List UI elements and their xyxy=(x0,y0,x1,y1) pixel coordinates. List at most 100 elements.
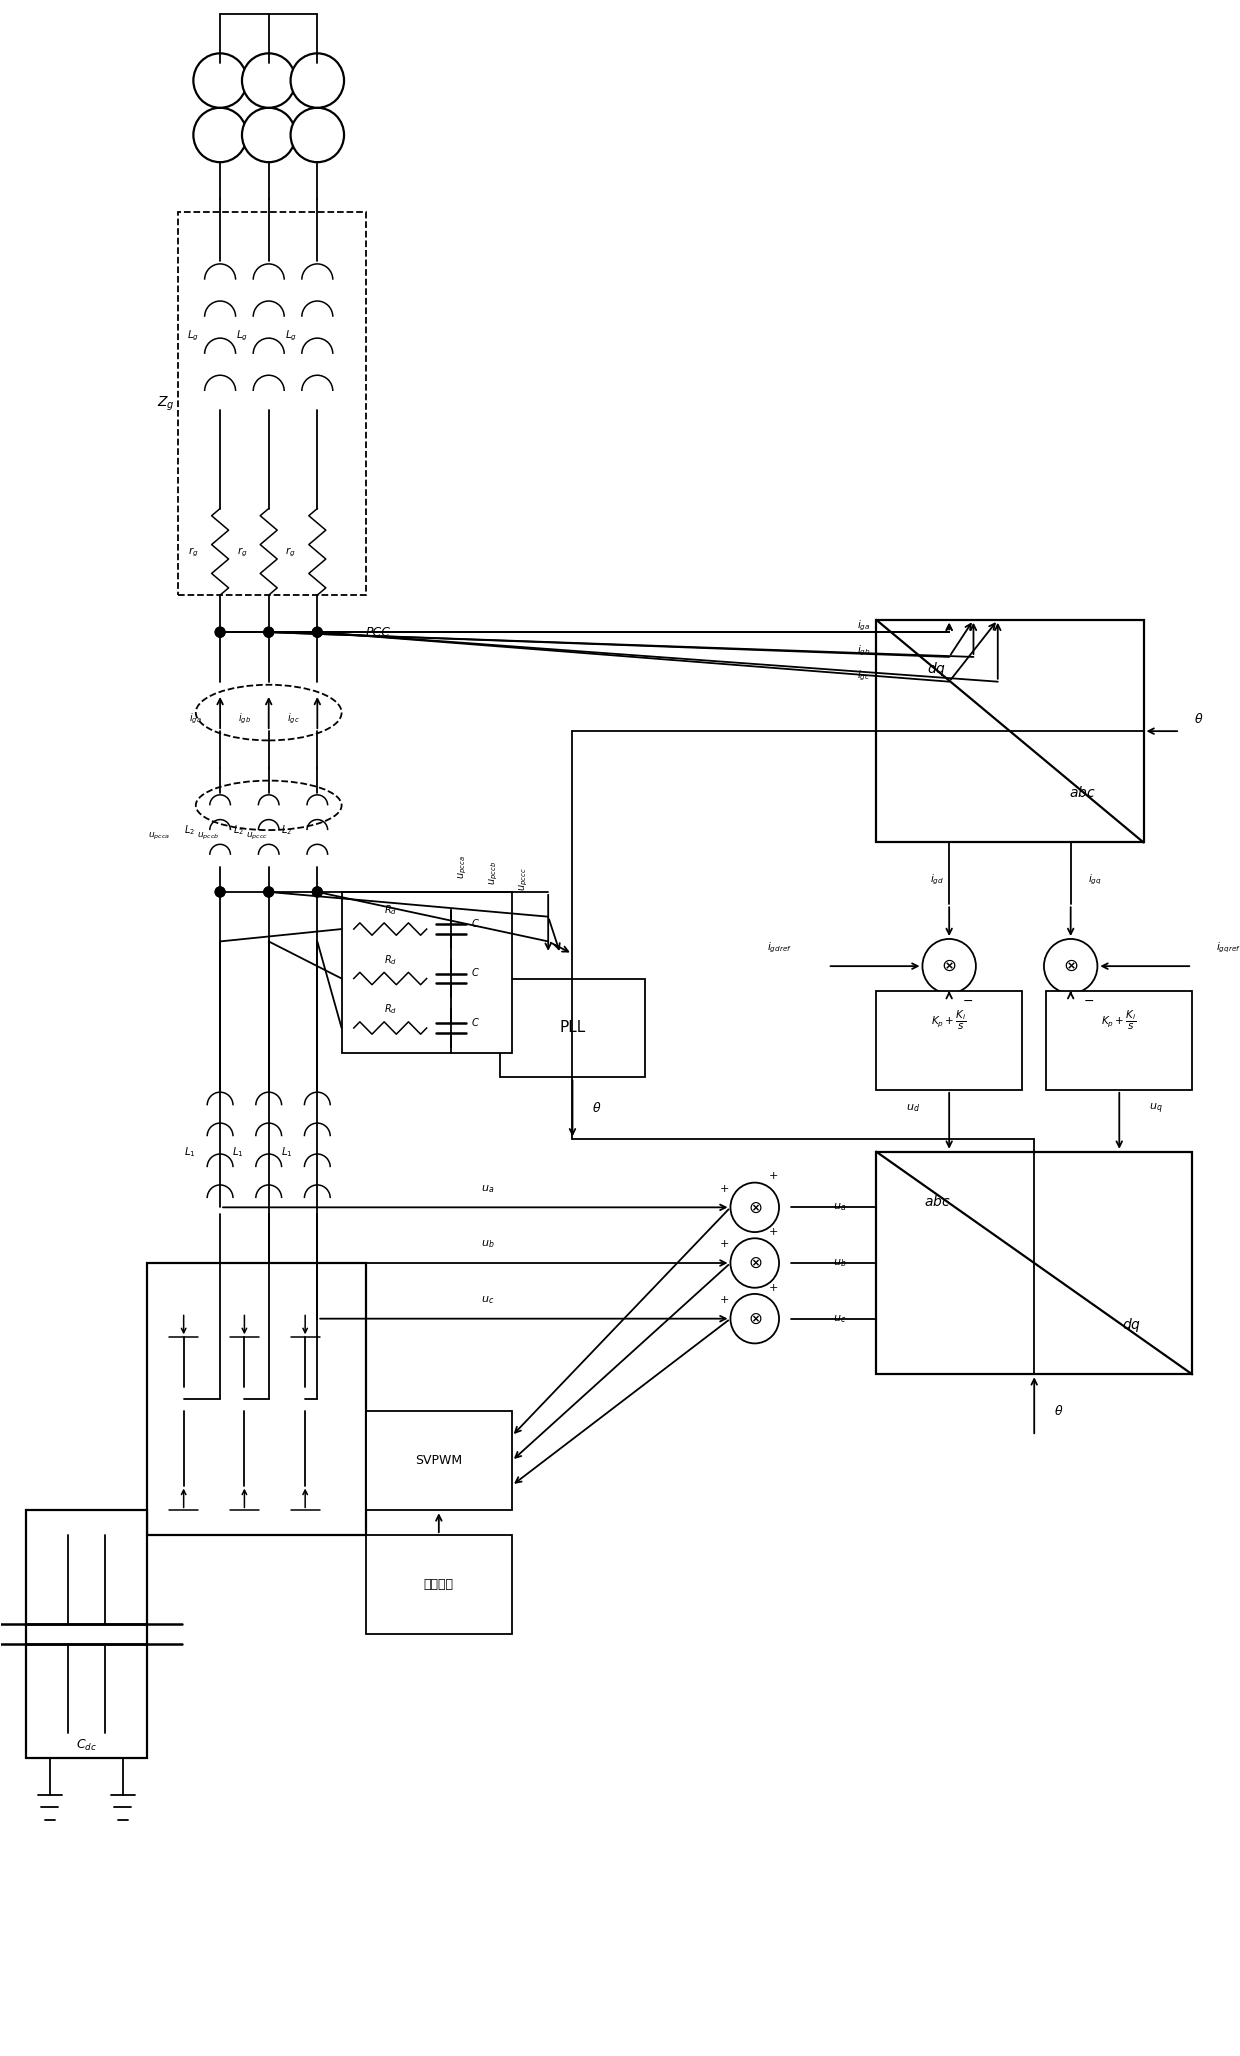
Text: $C$: $C$ xyxy=(471,966,480,979)
Text: $i_{gb}$: $i_{gb}$ xyxy=(238,711,250,726)
Text: $i_{gc}$: $i_{gc}$ xyxy=(857,668,870,683)
Bar xyxy=(366,1536,512,1635)
Text: $r_g$: $r_g$ xyxy=(188,545,198,559)
Text: $r_g$: $r_g$ xyxy=(285,545,296,559)
Circle shape xyxy=(193,53,247,107)
Text: $\otimes$: $\otimes$ xyxy=(941,958,957,975)
Text: $u_a$: $u_a$ xyxy=(481,1182,494,1195)
Text: $L_g$: $L_g$ xyxy=(284,329,296,343)
Circle shape xyxy=(216,886,224,896)
Circle shape xyxy=(264,627,274,637)
Text: $dq$: $dq$ xyxy=(928,660,946,678)
Text: +: + xyxy=(719,1295,729,1306)
Circle shape xyxy=(242,107,295,162)
Text: $K_p+\dfrac{K_i}{s}$: $K_p+\dfrac{K_i}{s}$ xyxy=(1101,1009,1137,1032)
Bar xyxy=(877,1151,1192,1373)
Ellipse shape xyxy=(196,685,341,740)
Bar xyxy=(877,619,1143,843)
Bar xyxy=(500,979,645,1077)
Circle shape xyxy=(312,627,322,637)
Text: $u_{pccc}$: $u_{pccc}$ xyxy=(246,831,268,841)
Circle shape xyxy=(216,886,224,896)
Text: $dq$: $dq$ xyxy=(1122,1316,1141,1334)
Text: $u_a$: $u_a$ xyxy=(833,1201,847,1213)
Text: $i_{gdref}$: $i_{gdref}$ xyxy=(766,940,791,954)
Text: PLL: PLL xyxy=(559,1020,585,1036)
Text: $\otimes$: $\otimes$ xyxy=(748,1199,763,1217)
Circle shape xyxy=(242,53,295,107)
Bar xyxy=(26,1511,148,1758)
Text: $u_c$: $u_c$ xyxy=(481,1293,494,1306)
Text: $\theta$: $\theta$ xyxy=(1054,1404,1063,1419)
Text: $C$: $C$ xyxy=(471,1016,480,1028)
Circle shape xyxy=(264,886,274,896)
Bar xyxy=(1047,991,1192,1090)
Text: $L_2$: $L_2$ xyxy=(281,822,293,837)
Text: $u_{pccb}$: $u_{pccb}$ xyxy=(197,831,219,841)
Text: $-$: $-$ xyxy=(962,995,973,1007)
Circle shape xyxy=(923,940,976,993)
Bar xyxy=(366,1410,512,1511)
Bar xyxy=(341,892,512,1053)
Text: $u_{pcca}$: $u_{pcca}$ xyxy=(149,831,170,841)
Circle shape xyxy=(193,107,247,162)
Text: $i_{gc}$: $i_{gc}$ xyxy=(286,711,299,726)
Text: $L_1$: $L_1$ xyxy=(281,1145,293,1160)
Text: PCC: PCC xyxy=(366,625,391,639)
Circle shape xyxy=(312,627,322,637)
Text: +: + xyxy=(769,1172,777,1182)
Text: $L_g$: $L_g$ xyxy=(187,329,200,343)
Text: $K_p+\dfrac{K_i}{s}$: $K_p+\dfrac{K_i}{s}$ xyxy=(931,1009,967,1032)
Text: $L_2$: $L_2$ xyxy=(233,822,244,837)
Text: $u_b$: $u_b$ xyxy=(833,1256,847,1269)
Text: $\otimes$: $\otimes$ xyxy=(748,1310,763,1328)
Text: SVPWM: SVPWM xyxy=(415,1454,463,1468)
Text: $i_{gb}$: $i_{gb}$ xyxy=(857,644,870,658)
Circle shape xyxy=(264,627,274,637)
Circle shape xyxy=(264,886,274,896)
Text: $Z_g$: $Z_g$ xyxy=(156,395,175,413)
Circle shape xyxy=(290,107,343,162)
Text: $u_{pccb}$: $u_{pccb}$ xyxy=(487,861,500,886)
Text: $R_d$: $R_d$ xyxy=(383,1003,397,1016)
Text: $L_2$: $L_2$ xyxy=(185,822,195,837)
Text: +: + xyxy=(769,1283,777,1293)
Text: $abc$: $abc$ xyxy=(924,1195,950,1209)
Text: +: + xyxy=(719,1240,729,1250)
Bar xyxy=(877,991,1022,1090)
Text: $C_{dc}$: $C_{dc}$ xyxy=(76,1737,97,1754)
Text: $i_{gd}$: $i_{gd}$ xyxy=(930,872,944,886)
Text: $u_q$: $u_q$ xyxy=(1149,1102,1163,1116)
Text: $L_1$: $L_1$ xyxy=(232,1145,244,1160)
Text: $u_b$: $u_b$ xyxy=(481,1238,495,1250)
Text: +: + xyxy=(769,1227,777,1238)
Text: $L_g$: $L_g$ xyxy=(236,329,248,343)
Circle shape xyxy=(1044,940,1097,993)
Text: $i_{ga}$: $i_{ga}$ xyxy=(190,711,202,726)
Text: $u_{pccc}$: $u_{pccc}$ xyxy=(517,868,529,892)
Circle shape xyxy=(312,886,322,896)
Circle shape xyxy=(730,1182,779,1232)
Circle shape xyxy=(312,886,322,896)
Text: $abc$: $abc$ xyxy=(1069,785,1096,800)
Circle shape xyxy=(290,53,343,107)
Text: $u_{pcca}$: $u_{pcca}$ xyxy=(456,855,469,880)
Bar xyxy=(177,212,366,594)
Circle shape xyxy=(216,627,224,637)
Text: $\otimes$: $\otimes$ xyxy=(1063,958,1079,975)
Text: $\theta$: $\theta$ xyxy=(591,1102,601,1116)
Text: $u_d$: $u_d$ xyxy=(905,1102,920,1114)
Bar xyxy=(148,1262,366,1536)
Text: $i_{ga}$: $i_{ga}$ xyxy=(857,619,870,633)
Text: +: + xyxy=(719,1184,729,1195)
Text: $r_g$: $r_g$ xyxy=(237,545,247,559)
Circle shape xyxy=(730,1293,779,1343)
Text: $i_{gqref}$: $i_{gqref}$ xyxy=(1216,940,1240,954)
Text: $R_d$: $R_d$ xyxy=(383,903,397,917)
Text: $L_1$: $L_1$ xyxy=(184,1145,196,1160)
Ellipse shape xyxy=(196,781,341,831)
Text: 驱动电路: 驱动电路 xyxy=(424,1579,454,1591)
Text: $i_{gq}$: $i_{gq}$ xyxy=(1087,872,1102,886)
Circle shape xyxy=(216,627,224,637)
Text: $-$: $-$ xyxy=(1084,995,1095,1007)
